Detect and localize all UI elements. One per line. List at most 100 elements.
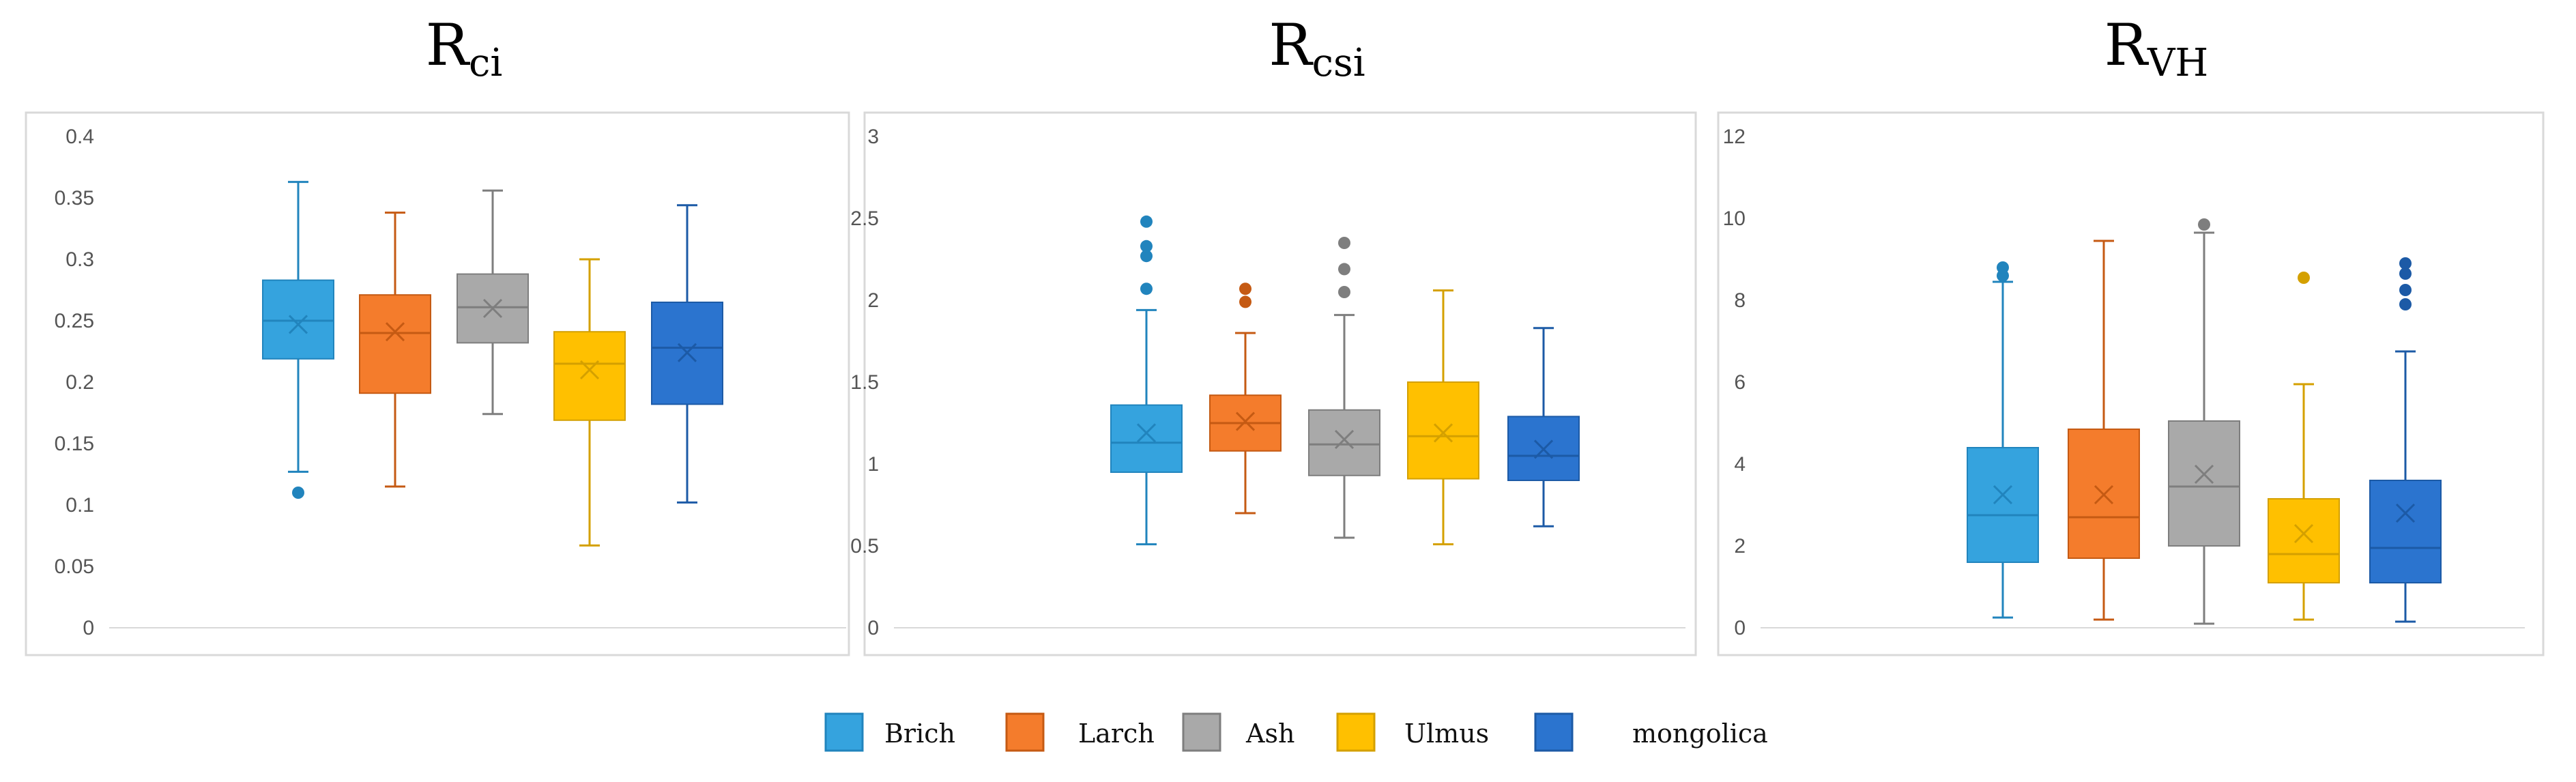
- legend-swatch: [1534, 712, 1574, 752]
- box-larch: [2068, 240, 2140, 621]
- chart-title-main: R: [1269, 12, 1314, 78]
- y-tick-label: 1: [867, 453, 879, 476]
- y-tick-label: 0.5: [850, 535, 879, 557]
- legend-swatch: [1336, 712, 1376, 752]
- outlier-point: [1140, 283, 1153, 295]
- legend-swatch: [1182, 712, 1221, 752]
- mean-marker: [288, 315, 308, 334]
- outlier-point: [1239, 295, 1251, 308]
- y-tick-label: 4: [1734, 453, 1746, 476]
- y-tick-label: 0.25: [55, 310, 94, 332]
- outlier-point: [2399, 298, 2412, 310]
- outlier-point: [1997, 261, 2009, 274]
- box-iqr: [1407, 381, 1479, 480]
- y-tick-label: 2.5: [850, 207, 879, 230]
- box-mongolica: [651, 204, 723, 504]
- box-mongolica: [1507, 327, 1580, 527]
- box-iqr: [2268, 498, 2340, 583]
- mean-marker: [1136, 423, 1157, 443]
- outlier-point: [1338, 237, 1350, 249]
- outlier-point: [2198, 218, 2210, 231]
- box-larch: [1209, 283, 1282, 515]
- box-ash: [2168, 218, 2240, 625]
- box-ulmus: [553, 258, 626, 547]
- y-tick-label: 12: [1723, 126, 1746, 148]
- y-tick-label: 6: [1734, 371, 1746, 394]
- mean-marker: [2395, 503, 2416, 523]
- plot-frame: [1717, 111, 2545, 656]
- outlier-point: [2399, 267, 2412, 280]
- mean-marker: [1235, 411, 1256, 431]
- y-tick-label: 0.05: [55, 555, 94, 578]
- y-tick-label: 10: [1723, 207, 1746, 230]
- panel-3: RVH 0 2 4 6 8 10 12: [1717, 12, 2545, 656]
- y-tick-label: 0.35: [55, 187, 94, 209]
- y-tick-label: 8: [1734, 289, 1746, 312]
- legend-item-ash: Ash: [1182, 712, 1294, 752]
- legend-label: Ulmus: [1404, 719, 1489, 749]
- plot-frame: [863, 111, 1697, 656]
- y-tick-label: 0.3: [66, 248, 94, 271]
- y-tick-label: 0.1: [66, 494, 94, 517]
- chart-title-subscript: VH: [2147, 41, 2208, 85]
- box-mongolica: [2369, 257, 2442, 623]
- box-brich: [1110, 215, 1183, 546]
- legend-swatch: [824, 712, 864, 752]
- legend-label: Larch: [1078, 719, 1155, 749]
- mean-marker: [677, 343, 697, 362]
- legend-item-ulmus: Ulmus: [1336, 712, 1489, 752]
- mean-marker: [1433, 423, 1453, 443]
- y-tick-label: 0: [83, 617, 94, 639]
- chart-title-subscript: csi: [1312, 41, 1365, 85]
- outlier-point: [1140, 240, 1153, 252]
- box-iqr: [359, 294, 431, 394]
- outlier-point: [292, 487, 304, 499]
- box-iqr: [1110, 404, 1183, 473]
- outlier-point: [2399, 257, 2412, 270]
- mean-marker: [1334, 429, 1355, 450]
- outlier-point: [1338, 263, 1350, 276]
- chart-title: Rcsi: [1269, 12, 1365, 85]
- legend-item-larch: Larch: [1005, 712, 1155, 752]
- legend-label: mongolica: [1632, 719, 1768, 749]
- y-tick-label: 2: [1734, 535, 1746, 557]
- mean-marker: [1993, 484, 2013, 505]
- mean-marker: [2293, 523, 2314, 544]
- box-iqr: [2168, 420, 2240, 547]
- legend-item-mongolica: mongolica: [1534, 712, 1768, 752]
- panel-1: Rci 0 0.05 0.1 0.15 0.2 0.25 0.3 0.35 0.4: [25, 12, 850, 656]
- box-iqr: [1308, 409, 1380, 476]
- y-tick-label: 1.5: [850, 371, 879, 394]
- box-brich: [1967, 261, 2039, 619]
- outlier-point: [1140, 250, 1153, 263]
- outlier-point: [1338, 286, 1350, 298]
- chart-title: RVH: [2104, 12, 2209, 85]
- chart-title-subscript: ci: [469, 41, 502, 85]
- box-iqr: [2369, 480, 2442, 583]
- outlier-point: [2298, 272, 2310, 284]
- panel-2: Rcsi 0 0.5 1 1.5 2 2.5 3: [850, 12, 1697, 656]
- box-larch: [359, 212, 431, 488]
- legend-item-brich: Brich: [824, 712, 955, 752]
- legend-label: Brich: [884, 719, 955, 749]
- y-tick-label: 0.15: [55, 433, 94, 455]
- mean-marker: [1533, 439, 1554, 459]
- chart-title: Rci: [426, 12, 503, 85]
- box-ash: [1308, 237, 1380, 539]
- chart-title-main: R: [2104, 12, 2150, 78]
- chart-title-main: R: [426, 12, 471, 78]
- box-ulmus: [2268, 272, 2340, 621]
- y-tick-label: 2: [867, 289, 879, 312]
- mean-marker: [2194, 464, 2214, 484]
- box-ash: [457, 189, 529, 416]
- y-tick-label: 3: [867, 126, 879, 148]
- y-tick-label: 0: [867, 617, 879, 639]
- mean-marker: [482, 298, 503, 319]
- box-iqr: [262, 279, 334, 360]
- box-iqr: [1967, 447, 2039, 563]
- y-tick-label: 0.4: [66, 126, 94, 148]
- outlier-point: [1239, 283, 1251, 295]
- box-iqr: [553, 331, 626, 421]
- legend: Brich Larch Ash Ulmus mongolica: [824, 712, 1768, 752]
